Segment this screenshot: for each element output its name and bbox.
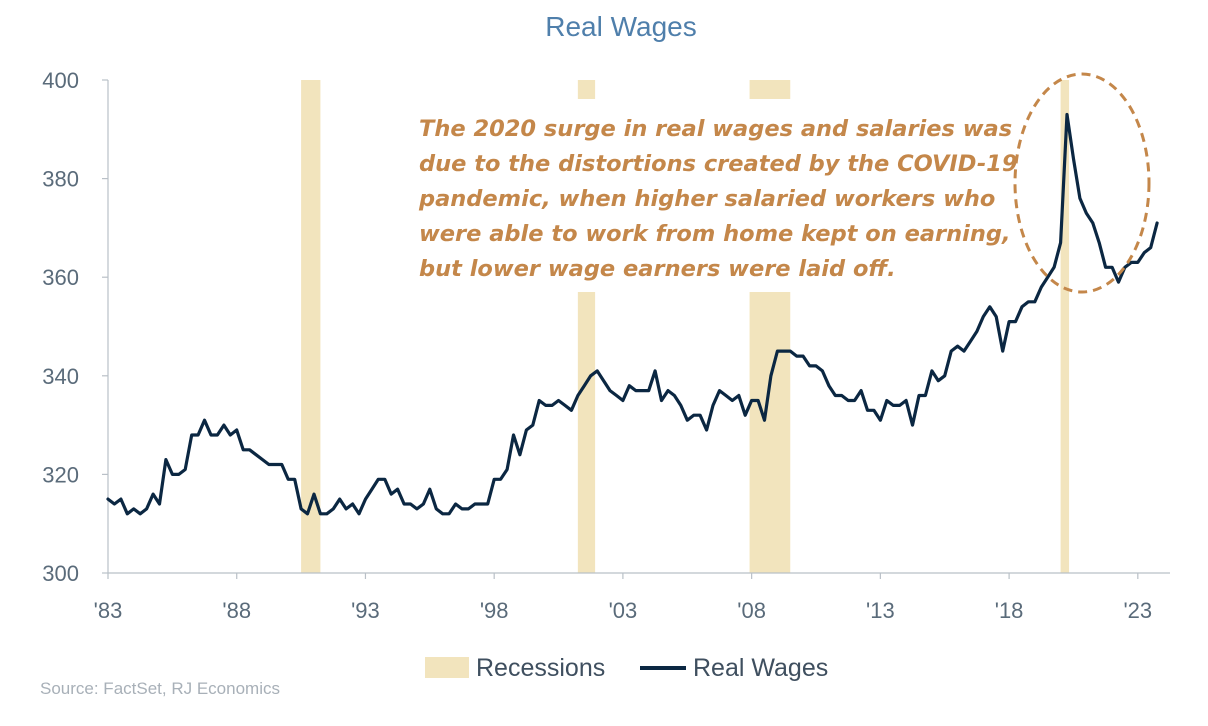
y-tick-label: 320 xyxy=(42,462,79,487)
x-tick-label: '93 xyxy=(351,598,380,623)
y-tick-label: 380 xyxy=(42,167,79,192)
y-tick-label: 300 xyxy=(42,561,79,586)
annotation-line-5: but lower wage earners were laid off. xyxy=(419,256,896,282)
y-tick-label: 340 xyxy=(42,364,79,389)
series-layer xyxy=(106,112,1159,516)
recession-band-3-part-2 xyxy=(749,292,791,573)
x-tick-label: '83 xyxy=(94,598,123,623)
legend-recessions-swatch xyxy=(425,657,469,678)
legend: Recessions Real Wages xyxy=(425,654,828,682)
x-tick-label: '08 xyxy=(737,598,766,623)
chart-title: Real Wages xyxy=(545,11,696,42)
x-tick-label: '88 xyxy=(222,598,251,623)
recession-band-3-part-1 xyxy=(749,80,791,99)
recession-band-1 xyxy=(301,80,321,573)
y-tick-label: 400 xyxy=(42,68,79,93)
recession-band-4 xyxy=(1060,80,1070,573)
annotation-line-1: The 2020 surge in real wages and salarie… xyxy=(419,116,1012,142)
annotation-line-3: pandemic, when higher salaried workers w… xyxy=(418,186,995,212)
legend-recessions-label: Recessions xyxy=(476,654,605,682)
recession-band-2-part-2 xyxy=(577,292,596,573)
legend-real-wages-label: Real Wages xyxy=(693,654,828,682)
annotation: The 2020 surge in real wages and salarie… xyxy=(418,116,1018,282)
x-tick-label: '98 xyxy=(480,598,509,623)
axes: 300 320 340 360 380 400 '83 '88 '93 '98 '03 '08 '13 '… xyxy=(42,68,1170,623)
covid-highlight-ellipse xyxy=(1013,72,1151,294)
x-tick-label: '03 xyxy=(609,598,638,623)
series-line-real-wages xyxy=(106,112,1159,516)
annotation-line-2: due to the distortions created by the CO… xyxy=(419,151,1018,177)
source-note: Source: FactSet, RJ Economics xyxy=(40,679,280,698)
recession-bands xyxy=(301,80,1070,573)
x-tick-label: '13 xyxy=(866,598,895,623)
recession-band-2-part-1 xyxy=(577,80,596,99)
y-tick-label: 360 xyxy=(42,265,79,290)
annotation-line-4: were able to work from home kept on earn… xyxy=(419,221,1011,247)
x-tick-label: '18 xyxy=(995,598,1024,623)
x-tick-label: '23 xyxy=(1123,598,1152,623)
